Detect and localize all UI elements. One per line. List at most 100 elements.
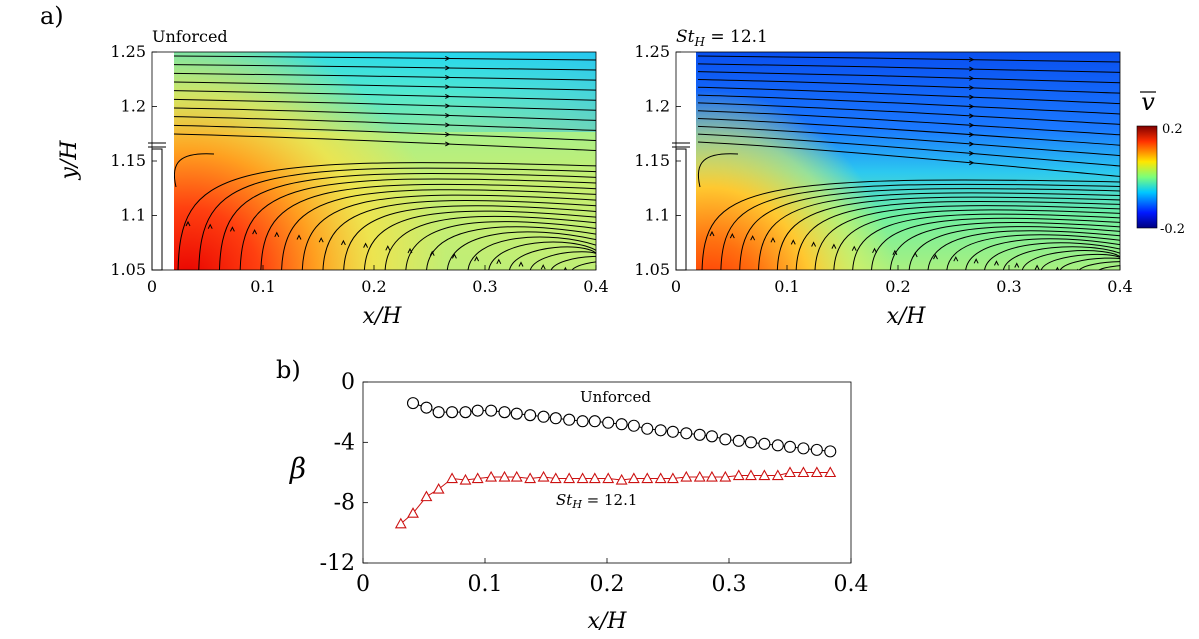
y-tick-label: -4 <box>334 430 355 455</box>
heatmap-title: Unforced <box>152 27 228 46</box>
streamline <box>697 63 1120 73</box>
y-axis-label: y/H <box>57 140 82 181</box>
streamline-arrow <box>969 75 975 81</box>
x-axis-label: x/H <box>587 609 627 634</box>
streamline <box>173 90 596 101</box>
x-tick-label: 0.1 <box>774 277 799 296</box>
streamline-arrow <box>994 260 999 266</box>
data-point <box>783 440 797 453</box>
panel-b-label: b) <box>276 356 301 384</box>
streamline <box>852 213 1120 270</box>
colorbar: v 0.2 -0.2 <box>1136 88 1185 237</box>
streamline <box>1041 253 1120 270</box>
beta-line-chart: 0 0.1 0.2 0.3 0.4 0 -4 -8 -12 Unforced StH = 12.… <box>289 370 869 634</box>
streamline <box>173 107 596 121</box>
data-point <box>510 407 523 420</box>
data-point <box>602 472 615 484</box>
data-point <box>654 424 667 437</box>
streamline <box>720 183 1120 270</box>
data-point <box>641 472 654 484</box>
data-point <box>797 466 810 478</box>
colorbar-max-label: 0.2 <box>1162 122 1183 137</box>
heatmap-unforced: Unforced 0 0.1 0.2 0.3 0.4 1.05 1.1 1.15 1.2 1.25… <box>57 27 609 329</box>
streamline <box>697 110 1120 136</box>
data-point <box>563 413 576 426</box>
streamline-arrow <box>496 258 502 265</box>
streamline-arrow <box>445 55 451 61</box>
streamline <box>697 153 739 188</box>
data-point <box>459 473 472 485</box>
y-tick-label: 1.2 <box>121 97 146 116</box>
x-axis-label: x/H <box>362 304 402 329</box>
data-point <box>732 469 745 481</box>
y-tick-label: 1.1 <box>645 206 670 225</box>
streamline-arrow <box>770 237 776 243</box>
splitter-plate <box>151 148 163 271</box>
x-tick-label: 0.4 <box>1107 277 1132 296</box>
streamline-arrow <box>969 132 975 138</box>
data-point <box>797 442 810 455</box>
streamline-arrow <box>318 237 324 243</box>
y-tick-label: -8 <box>334 491 355 516</box>
streamline-arrow <box>1034 264 1040 270</box>
streamline <box>1079 261 1120 270</box>
streamline-arrow <box>969 66 975 72</box>
colorbar-symbol: v <box>1141 88 1155 116</box>
data-point <box>666 472 679 484</box>
streamline-arrow <box>445 132 451 137</box>
streamlines <box>697 55 1120 276</box>
streamline <box>908 226 1120 270</box>
streamline-arrow <box>445 141 451 147</box>
streamline-arrow <box>445 103 451 109</box>
streamline <box>697 55 1120 63</box>
x-tick-label: 0.3 <box>996 277 1021 296</box>
streamline-arrow <box>252 228 258 235</box>
streamline-arrow <box>474 255 480 262</box>
streamline <box>173 124 596 141</box>
y-axis-label: β <box>289 452 306 485</box>
streamline-arrow <box>851 245 857 251</box>
streamline-arrow <box>363 242 369 248</box>
axes: 0 0.1 0.2 0.3 0.4 1.05 1.1 1.15 1.2 1.25 <box>634 42 1132 296</box>
colorbar-scale <box>1136 125 1158 229</box>
streamline <box>173 133 596 152</box>
data-point <box>810 466 823 478</box>
streamline <box>550 255 596 270</box>
streamline <box>405 221 596 270</box>
data-point <box>666 425 679 438</box>
field-hot-region <box>696 52 1120 270</box>
x-tick-label: 0.2 <box>590 572 625 597</box>
streamline-arrow <box>969 85 975 91</box>
x-tick-label: 0 <box>147 277 157 296</box>
data-point <box>771 439 784 452</box>
streamline <box>1060 257 1120 270</box>
data-point <box>420 401 433 414</box>
streamline-arrow <box>1096 272 1100 276</box>
data-point <box>732 434 745 447</box>
streamline-arrow <box>831 243 837 249</box>
data-point <box>719 433 732 446</box>
streamline-arrow <box>518 261 524 267</box>
data-point <box>602 416 615 429</box>
series-line <box>400 472 831 525</box>
x-tick-label: 0.1 <box>468 572 503 597</box>
streamline-arrow <box>445 84 451 90</box>
streamline-arrow <box>274 231 280 238</box>
data-point <box>758 437 771 450</box>
streamline-arrow <box>340 239 346 246</box>
streamline <box>571 261 596 270</box>
streamline-arrow <box>892 249 898 256</box>
streamline <box>697 94 1120 115</box>
streamline-arrow <box>729 232 735 239</box>
data-point <box>719 470 732 482</box>
streamline <box>343 205 596 270</box>
streamline-arrow <box>969 150 975 156</box>
streamline <box>173 98 596 111</box>
streamline <box>795 200 1120 270</box>
data-point <box>784 466 796 478</box>
y-tick-label: -12 <box>320 551 355 576</box>
streamline <box>889 221 1120 270</box>
axes: 0 0.1 0.2 0.3 0.4 1.05 1.1 1.15 1.2 1.25 <box>110 42 608 296</box>
streamline <box>301 194 596 270</box>
colorbar-min-label: -0.2 <box>1160 222 1185 237</box>
